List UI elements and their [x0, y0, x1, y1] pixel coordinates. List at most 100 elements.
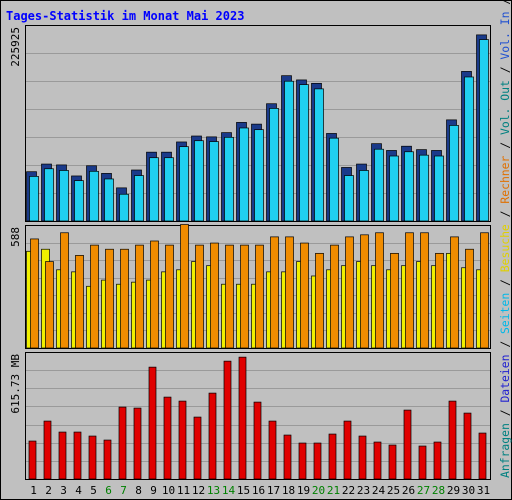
volume-panel-frame: [25, 352, 491, 480]
day-label-9: 9: [150, 484, 157, 497]
day-label-5: 5: [90, 484, 97, 497]
requests-bar-dateien: [209, 141, 219, 222]
volume-bar: [43, 420, 52, 480]
visits-bar-rechner: [60, 232, 69, 349]
volume-bar: [58, 431, 67, 480]
chart-panels: [25, 25, 491, 480]
volume-bar: [373, 441, 382, 480]
requests-bar-dateien: [104, 178, 114, 222]
requests-bar-dateien: [59, 170, 69, 222]
requests-bar-dateien: [314, 88, 324, 222]
requests-panel-frame: [25, 25, 491, 222]
visits-bar-rechner: [240, 244, 249, 349]
visits-bar-rechner: [390, 252, 399, 349]
requests-bar-dateien: [164, 157, 174, 222]
day-label-15: 15: [237, 484, 250, 497]
day-label-20: 20: [312, 484, 325, 497]
day-label-30: 30: [462, 484, 475, 497]
requests-bar-dateien: [149, 157, 159, 222]
day-label-24: 24: [372, 484, 386, 497]
visits-bar-rechner: [30, 238, 39, 349]
requests-bar-dateien: [464, 76, 474, 222]
day-label-14: 14: [222, 484, 236, 497]
visits-bar-rechner: [225, 244, 234, 349]
volume-bar: [118, 406, 127, 480]
visits-bar-rechner: [435, 252, 444, 349]
visits-bar-rechner: [270, 236, 279, 349]
day-label-3: 3: [60, 484, 67, 497]
visits-bar-rechner: [105, 248, 114, 349]
volume-bar: [178, 400, 187, 480]
volume-bar: [88, 435, 97, 480]
volume-bar: [478, 432, 487, 480]
day-label-25: 25: [387, 484, 400, 497]
day-label-16: 16: [252, 484, 265, 497]
volume-bar: [388, 444, 397, 480]
day-label-2: 2: [45, 484, 52, 497]
requests-bar-dateien: [359, 170, 369, 222]
volume-bar: [103, 439, 112, 480]
visits-bar-rechner: [315, 252, 324, 349]
legend-segment: Vol. Out: [498, 80, 512, 135]
legend-segment: Vol. In: [498, 12, 512, 60]
day-label-28: 28: [432, 484, 445, 497]
legend-vertical: Anfragen / Dateien / Seiten / Besuche / …: [498, 0, 512, 478]
visits-panel-frame: [25, 225, 491, 349]
visits-bar-rechner: [150, 240, 159, 349]
volume-bar: [163, 396, 172, 480]
requests-panel: [25, 25, 491, 222]
volume-bar: [298, 442, 307, 480]
requests-bar-dateien: [419, 154, 429, 222]
visits-bar-rechner: [285, 236, 294, 349]
volume-bar: [433, 441, 442, 480]
chart-title: Tages-Statistik im Monat Mai 2023: [6, 9, 244, 23]
volume-bar: [283, 434, 292, 480]
visits-bar-rechner: [420, 232, 429, 349]
visits-bar-rechner: [210, 242, 219, 349]
day-label-4: 4: [75, 484, 82, 497]
requests-bar-dateien: [239, 127, 249, 222]
day-label-1: 1: [30, 484, 37, 497]
volume-panel: [25, 352, 491, 480]
visits-bar-rechner: [480, 232, 489, 349]
requests-bar-dateien: [74, 180, 84, 222]
volume-bar: [268, 420, 277, 480]
visits-bar-rechner: [300, 242, 309, 349]
requests-bar-dateien: [404, 151, 414, 222]
legend-segment: Besuche: [498, 224, 512, 272]
volume-bar: [313, 442, 322, 480]
requests-bar-dateien: [299, 84, 309, 222]
requests-bar-dateien: [344, 175, 354, 222]
legend-segment: /: [498, 204, 512, 225]
volume-bar: [73, 431, 82, 480]
visits-panel: [25, 224, 491, 349]
visits-bar-rechner: [90, 244, 99, 349]
legend-segment: /: [498, 334, 512, 355]
requests-bar-dateien: [44, 168, 54, 222]
volume-bar: [418, 445, 427, 480]
day-label-21: 21: [327, 484, 340, 497]
volume-bar: [133, 407, 142, 480]
volume-bar: [223, 360, 232, 480]
day-label-8: 8: [135, 484, 142, 497]
day-label-6: 6: [105, 484, 112, 497]
day-label-10: 10: [162, 484, 175, 497]
volume-bar: [208, 392, 217, 480]
volume-bar: [238, 356, 247, 480]
day-label-18: 18: [282, 484, 295, 497]
requests-bar-dateien: [329, 137, 339, 222]
legend-segment: /: [498, 403, 512, 424]
visits-bar-rechner: [360, 234, 369, 349]
requests-bar-dateien: [434, 155, 444, 222]
day-label-26: 26: [402, 484, 415, 497]
day-label-27: 27: [417, 484, 430, 497]
legend-segment: Anfragen: [498, 423, 512, 478]
volume-bar: [463, 412, 472, 480]
requests-y-max-label: 225925: [9, 27, 22, 67]
visits-bar-rechner: [195, 244, 204, 349]
requests-bar-dateien: [179, 146, 189, 222]
legend-segment: Seiten: [498, 293, 512, 334]
requests-bar-dateien: [194, 140, 204, 222]
visits-bar-rechner: [450, 236, 459, 349]
requests-bar-dateien: [254, 129, 264, 222]
